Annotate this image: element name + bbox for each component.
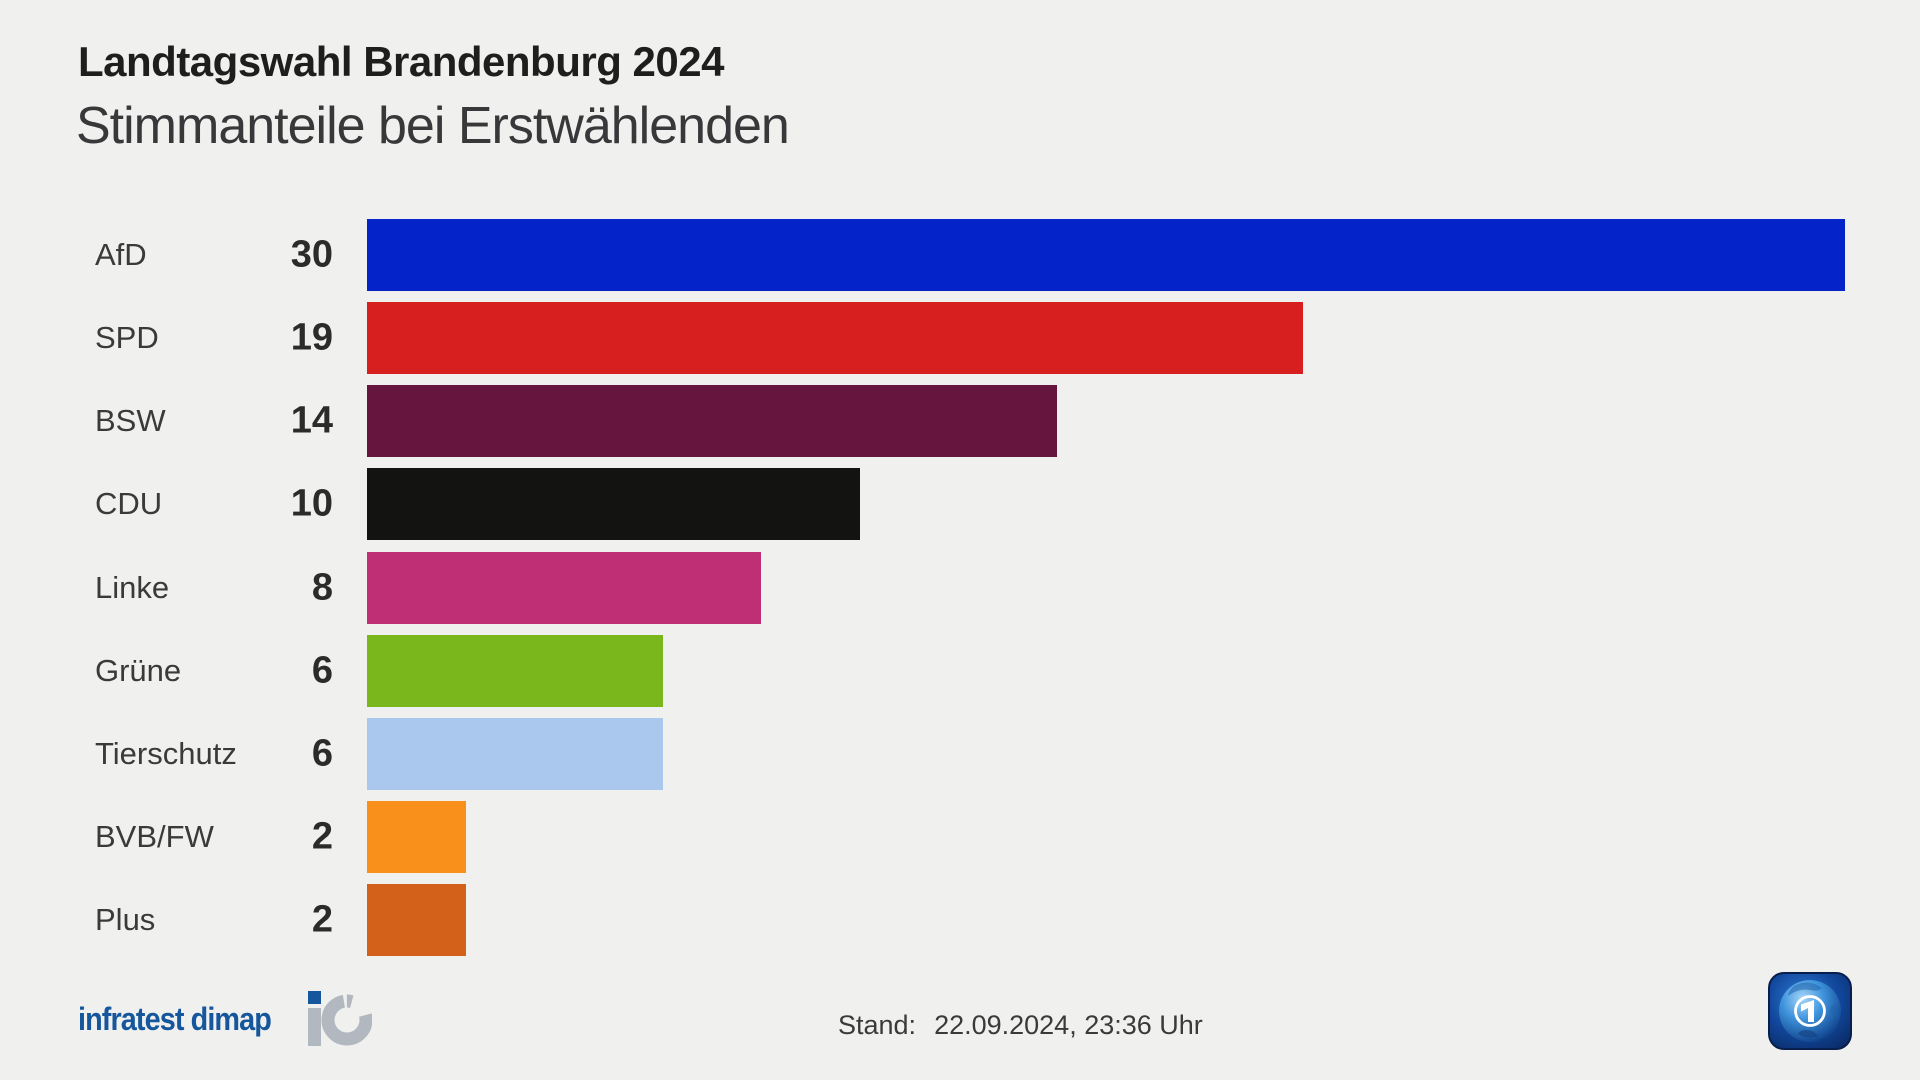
bar <box>367 551 762 624</box>
stand-label: Stand: <box>838 1010 917 1040</box>
party-label: Tierschutz <box>95 735 237 771</box>
party-label: Linke <box>95 569 170 605</box>
bar-row: Grüne 6 <box>0 634 1920 707</box>
value-label: 10 <box>290 482 333 525</box>
bar <box>367 717 663 790</box>
bar-row: Tierschutz 6 <box>0 717 1920 790</box>
value-label: 8 <box>311 566 333 608</box>
value-label: 6 <box>311 732 333 775</box>
infratest-dimap-logo-icon <box>306 988 373 1051</box>
ard-tagesschau-logo-icon <box>1768 972 1852 1050</box>
party-label: AfD <box>95 237 147 272</box>
party-label: SPD <box>95 320 159 356</box>
bar <box>367 385 1057 458</box>
bar-row: BVB/FW 2 <box>0 800 1920 873</box>
bar <box>367 884 466 956</box>
value-label: 6 <box>311 649 333 692</box>
source-branding: infratest dimap <box>78 988 373 1051</box>
bar <box>367 468 860 541</box>
infratest-dimap-wordmark: infratest dimap <box>78 1000 272 1037</box>
bar <box>367 800 466 873</box>
value-label: 14 <box>290 399 333 442</box>
party-label: Grüne <box>95 652 182 688</box>
bar <box>367 634 663 707</box>
value-label: 30 <box>290 233 333 276</box>
party-label: CDU <box>95 486 163 522</box>
bar <box>367 219 1845 291</box>
value-label: 2 <box>311 898 333 941</box>
stand-value: 22.09.2024, 23:36 Uhr <box>934 1010 1203 1040</box>
value-label: 19 <box>290 316 333 359</box>
bar-chart: AfD 30 SPD 19 BSW 14 CDU 10 Linke 8 Grüne 6 Tierschu… <box>0 219 1920 959</box>
bar-row: AfD 30 <box>0 219 1920 291</box>
bar-row: Plus 2 <box>0 884 1920 956</box>
bar <box>367 302 1304 375</box>
bar-row: CDU 10 <box>0 468 1920 541</box>
bar-row: SPD 19 <box>0 302 1920 375</box>
party-label: Plus <box>95 902 156 937</box>
bar-row: Linke 8 <box>0 551 1920 624</box>
party-label: BSW <box>95 403 166 439</box>
bar-row: BSW 14 <box>0 385 1920 458</box>
value-label: 2 <box>311 815 333 858</box>
page-subtitle: Stimmanteile bei Erstwählenden <box>76 97 790 155</box>
party-label: BVB/FW <box>95 818 214 854</box>
status-timestamp: Stand: 22.09.2024, 23:36 Uhr <box>838 1010 1203 1041</box>
page-title: Landtagswahl Brandenburg 2024 <box>78 38 724 85</box>
